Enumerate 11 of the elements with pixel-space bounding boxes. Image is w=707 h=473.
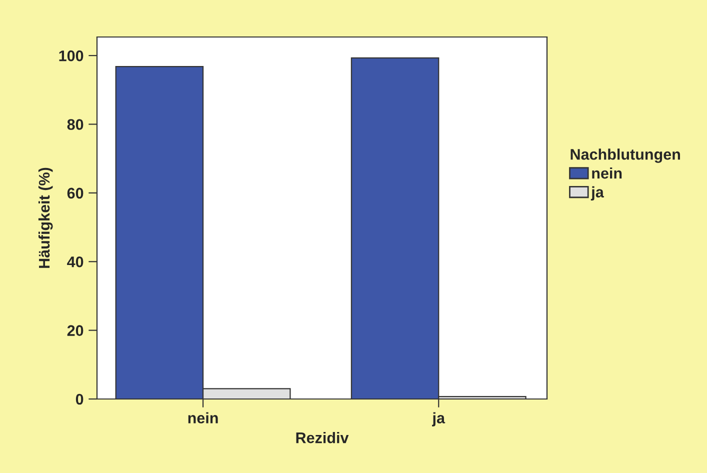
y-tick-label: 60 <box>67 188 84 199</box>
x-axis-title: Rezidiv <box>296 432 349 444</box>
y-tick-label: 100 <box>59 50 84 62</box>
legend-label: ja <box>590 186 604 201</box>
y-axis-title: Häufigkeit (%) <box>38 168 53 268</box>
y-tick-label: 0 <box>76 394 84 405</box>
y-tick-label: 20 <box>67 325 84 336</box>
y-tick-label: 40 <box>67 256 84 268</box>
legend-title: Nachblutungen <box>570 148 680 163</box>
legend-label: nein <box>592 167 622 179</box>
y-tick-label: 80 <box>67 119 84 130</box>
